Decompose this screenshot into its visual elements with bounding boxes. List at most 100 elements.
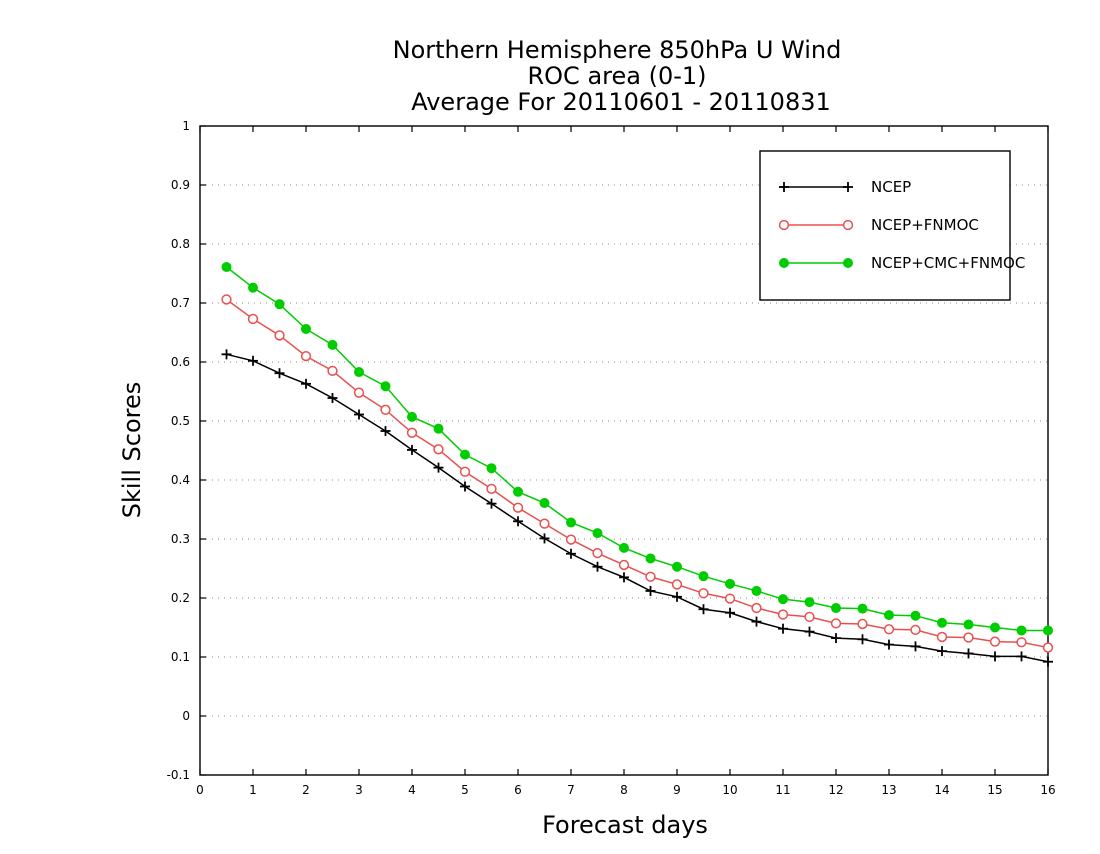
data-point (963, 648, 974, 659)
data-point (592, 548, 603, 559)
data-point (698, 604, 709, 615)
data-point (353, 387, 365, 398)
data-point (274, 368, 285, 379)
y-tick-label: 0.8 (171, 237, 190, 251)
data-point (751, 616, 762, 627)
data-point (221, 262, 232, 273)
data-point (248, 355, 258, 366)
y-tick-label: 0.3 (171, 532, 190, 546)
x-tick-label: 2 (302, 783, 310, 797)
x-tick-label: 6 (514, 783, 522, 797)
data-point (433, 444, 444, 455)
data-point (619, 542, 629, 553)
data-point (724, 593, 736, 604)
data-point (672, 561, 682, 572)
data-point (619, 572, 629, 583)
series-filled-circle (221, 262, 1053, 636)
data-point (407, 411, 417, 422)
data-point (301, 378, 311, 389)
data-point (433, 462, 444, 473)
data-point (513, 486, 523, 497)
data-point (910, 624, 921, 636)
data-point (539, 518, 550, 529)
x-tick-label: 13 (881, 783, 896, 797)
data-point (592, 528, 603, 539)
data-point (486, 498, 497, 509)
data-point (486, 463, 497, 474)
data-point (937, 646, 947, 657)
data-point (857, 603, 868, 614)
data-point (221, 294, 232, 305)
legend-marker (843, 258, 853, 268)
x-tick-label: 0 (196, 783, 204, 797)
data-point (380, 426, 391, 437)
data-point (327, 392, 338, 403)
y-tick-label: 0.2 (171, 591, 190, 605)
y-tick-label: 0.5 (171, 414, 190, 428)
chart-title: Northern Hemisphere 850hPa U Wind ROC ar… (393, 36, 842, 116)
data-point (990, 622, 1000, 633)
data-point (883, 624, 895, 635)
data-point (300, 350, 312, 362)
data-point (910, 641, 921, 652)
data-point (274, 299, 285, 310)
plot-frame (199, 125, 1049, 776)
x-tick-label: 8 (620, 783, 628, 797)
data-point (354, 367, 364, 378)
legend-marker (779, 258, 789, 268)
data-point (777, 609, 789, 620)
data-point (778, 594, 788, 605)
data-point (831, 603, 841, 614)
data-point (1016, 637, 1027, 648)
y-axis-title: Skill Scores (118, 382, 146, 519)
y-tick-label: 0.9 (171, 178, 190, 192)
data-point (857, 634, 868, 645)
data-point (354, 409, 364, 420)
series-plus (221, 349, 1053, 667)
y-tick-label: 0.1 (171, 650, 190, 664)
data-point (327, 339, 338, 350)
legend-label: NCEP+CMC+FNMOC (871, 254, 1025, 272)
data-point (671, 579, 683, 590)
data-point (804, 626, 815, 637)
legend: NCEP NCEP+FNMOC NCEP+CMC+FNMOC (759, 150, 1025, 301)
title-line-2: ROC area (0-1) (527, 62, 706, 90)
data-point (1042, 642, 1054, 653)
data-point (566, 517, 576, 528)
data-point (1043, 625, 1053, 636)
data-point (406, 427, 418, 438)
x-tick-label: 4 (408, 783, 416, 797)
data-point (460, 449, 470, 460)
data-point (725, 607, 735, 618)
data-point (884, 610, 894, 621)
data-point (778, 623, 788, 634)
data-point (990, 651, 1000, 662)
legend-marker (778, 219, 790, 231)
data-point (831, 633, 841, 644)
x-tick-label: 16 (1040, 783, 1055, 797)
data-point (645, 553, 656, 564)
data-point (459, 466, 471, 477)
data-point (698, 588, 709, 599)
data-point (830, 618, 842, 629)
x-tick-label: 3 (355, 783, 363, 797)
axis-ticks: -0.100.10.20.30.40.50.60.70.80.910 1 2 3 4 5 6… (167, 119, 1056, 797)
data-point (672, 591, 682, 602)
data-point (592, 561, 603, 572)
series-open-circle (221, 294, 1054, 653)
data-point (1016, 651, 1027, 662)
data-point (989, 636, 1001, 647)
y-tick-label: 0.6 (171, 355, 190, 369)
data-point (539, 498, 550, 509)
data-point (539, 533, 550, 544)
x-tick-label: 11 (775, 783, 790, 797)
data-point (221, 349, 232, 360)
x-tick-label: 15 (987, 783, 1002, 797)
data-point (512, 502, 524, 513)
data-point (274, 330, 285, 341)
data-point (460, 481, 470, 492)
legend-label: NCEP+FNMOC (871, 216, 979, 234)
x-tick-label: 5 (461, 783, 469, 797)
